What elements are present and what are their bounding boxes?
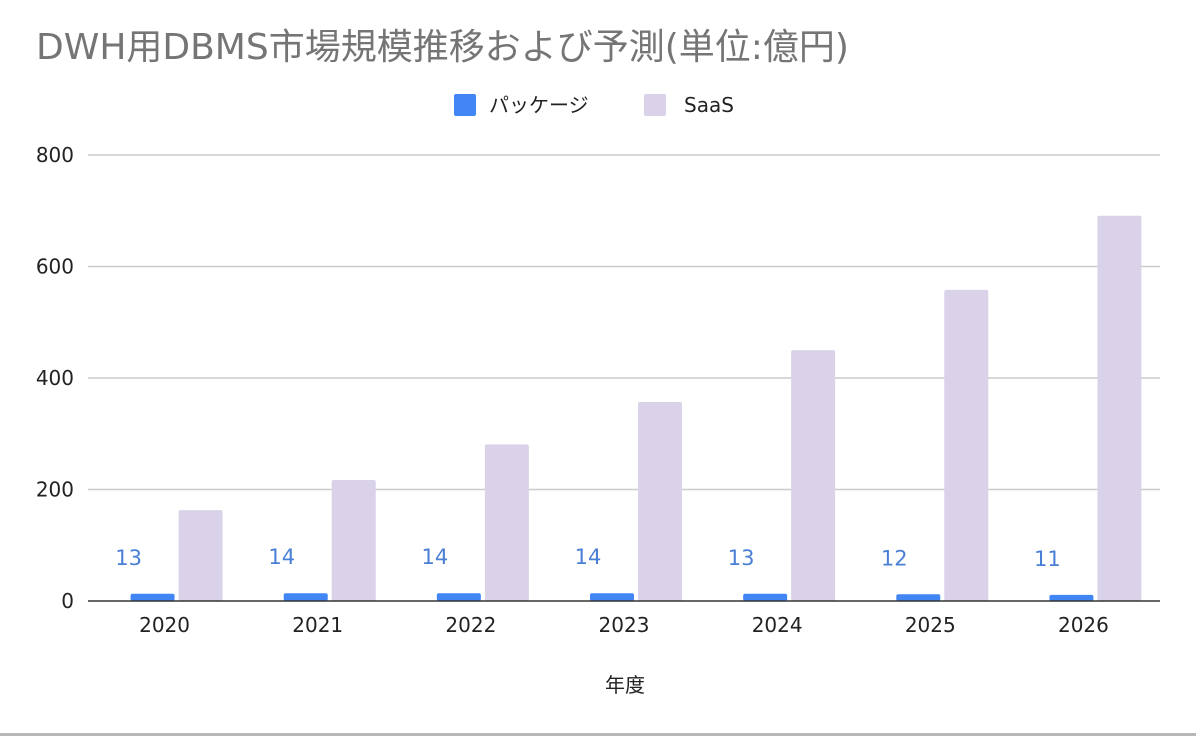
- bar-package: [896, 594, 941, 601]
- bar-package: [743, 593, 788, 601]
- bottom-border: [0, 733, 1196, 736]
- x-tick-label: 2023: [599, 613, 650, 637]
- x-tick-label: 2025: [905, 613, 956, 637]
- legend-label-saas: SaaS: [684, 93, 734, 117]
- bar-saas: [638, 401, 682, 601]
- data-label-package: 14: [268, 545, 295, 569]
- gridlines: [88, 154, 1160, 491]
- bar-package: [283, 593, 328, 601]
- data-label-package: 11: [1034, 547, 1061, 571]
- chart-title: DWH用DBMS市場規模推移および予測(単位:億円): [36, 27, 849, 68]
- bar-package: [590, 593, 634, 601]
- bar-saas: [484, 444, 529, 601]
- bar-saas: [791, 350, 836, 601]
- bar-saas: [178, 510, 223, 601]
- bar-saas: [944, 289, 989, 601]
- legend-swatch-saas: [644, 94, 666, 116]
- legend-swatch-package: [454, 94, 476, 116]
- bar-saas: [331, 480, 376, 601]
- legend: パッケージ SaaS: [454, 93, 734, 117]
- y-tick-label: 0: [61, 589, 74, 613]
- data-label-package: 13: [115, 546, 142, 570]
- bar-package: [436, 593, 481, 601]
- bar-package: [1049, 594, 1094, 601]
- y-tick-label: 200: [36, 478, 74, 502]
- data-label-package: 14: [421, 545, 448, 569]
- y-tick-label: 600: [36, 255, 74, 279]
- x-axis-title: 年度: [605, 673, 645, 697]
- bar-saas: [1097, 215, 1142, 601]
- bars: [130, 215, 1142, 601]
- bar-package: [130, 593, 175, 601]
- y-axis-ticks: 0 200 400 600 800: [36, 143, 74, 613]
- x-tick-label: 2026: [1058, 613, 1109, 637]
- data-label-package: 13: [728, 546, 755, 570]
- y-tick-label: 800: [36, 143, 74, 167]
- x-tick-label: 2021: [292, 613, 343, 637]
- x-axis-ticks: 2020 2021 2022 2023 2024 2025 2026: [139, 613, 1109, 637]
- x-tick-label: 2024: [752, 613, 803, 637]
- data-label-package: 12: [881, 546, 908, 570]
- legend-label-package: パッケージ: [489, 93, 589, 117]
- x-tick-label: 2022: [445, 613, 496, 637]
- data-label-package: 14: [575, 545, 602, 569]
- x-tick-label: 2020: [139, 613, 190, 637]
- data-labels: 13 14 14 14 13 12 11: [115, 545, 1061, 571]
- y-tick-label: 400: [36, 366, 74, 390]
